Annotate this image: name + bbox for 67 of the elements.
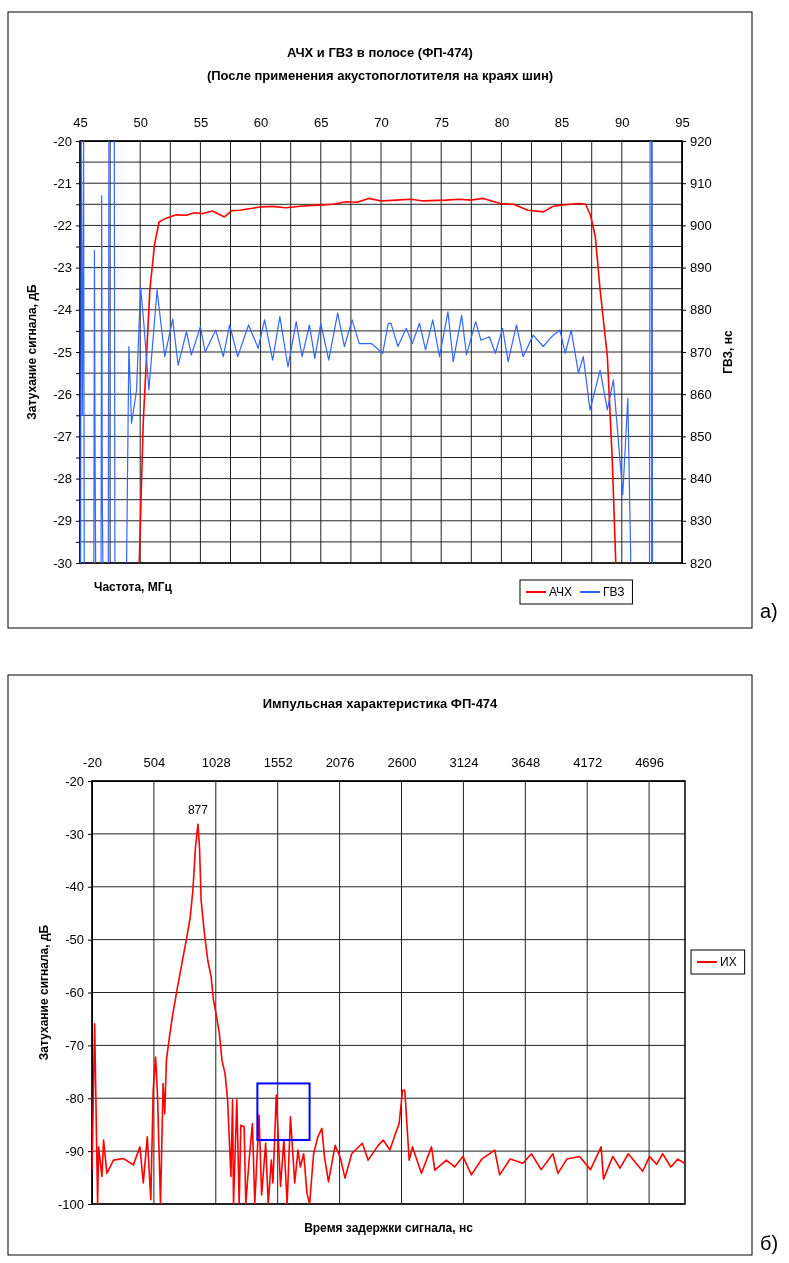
x-axis-title: Частота, МГц: [94, 580, 173, 594]
annotation: 877: [187, 803, 209, 818]
x-tick-label: 65: [314, 115, 329, 130]
x-tick-label: 95: [675, 115, 690, 130]
y2-tick-label: 920: [690, 133, 712, 149]
chart-title: АЧХ и ГВЗ в полосе (ФП-474): [287, 45, 473, 60]
y-tick-label: -28: [53, 471, 72, 487]
x-tick-label: 4172: [573, 755, 603, 770]
y-tick-label: -20: [65, 773, 84, 789]
chart-subtitle: (После применения акустопоглотителя на краях шин): [206, 68, 554, 83]
x-tick-label: 75: [434, 115, 449, 130]
x-tick-label: 2076: [325, 755, 355, 770]
y2-tick-label: 880: [690, 302, 712, 318]
y2-tick-label: 910: [690, 175, 712, 191]
y2-tick-label: 870: [690, 344, 712, 360]
y2-tick-label: 840: [690, 471, 712, 487]
x-tick-label: 2600: [387, 755, 417, 770]
y-tick-label: -29: [53, 513, 72, 529]
text: а): [760, 600, 778, 622]
y-tick-label: -50: [65, 932, 84, 948]
line-series: [138, 197, 617, 563]
y-tick-label: -23: [53, 260, 72, 276]
x-axis-title: Время задержки сигнала, нс: [304, 1221, 474, 1235]
y2-axis-title: ГВЗ, нс: [721, 329, 735, 374]
x-tick-label: 1028: [201, 755, 231, 770]
y-tick-label: -25: [53, 344, 72, 360]
y-tick-label: -90: [65, 1143, 84, 1159]
x-tick-label: 504: [143, 755, 166, 770]
x-tick-label: 60: [253, 115, 269, 130]
x-tick-label: 3124: [449, 755, 479, 770]
y-tick-label: -30: [65, 826, 84, 842]
y-tick-label: -80: [65, 1090, 84, 1106]
x-tick-label: 3648: [511, 755, 541, 770]
y2-tick-label: 900: [690, 218, 712, 234]
y2-tick-label: 860: [690, 386, 712, 402]
x-tick-label: 85: [554, 115, 570, 130]
x-tick-label: 80: [494, 115, 510, 130]
x-tick-label: 4696: [635, 755, 665, 770]
x-tick-label: 50: [133, 115, 148, 130]
y-axis-title: Затухание сигнала, дБ: [37, 924, 51, 1061]
y-tick-label: -26: [53, 386, 72, 402]
y2-tick-label: 830: [690, 513, 712, 529]
y2-tick-label: 890: [690, 260, 712, 276]
y-tick-label: -24: [53, 302, 72, 318]
chart-title: Импульсная характеристика ФП-474: [262, 696, 499, 711]
y-tick-label: -40: [65, 879, 84, 895]
x-tick-label: 1552: [263, 755, 293, 770]
legend-label: ГВЗ: [603, 585, 625, 599]
x-tick-label: -20: [83, 755, 102, 770]
y2-tick-label: 820: [690, 555, 712, 571]
legend-label: ИХ: [720, 955, 737, 969]
x-tick-label: 55: [193, 115, 209, 130]
y-tick-label: -20: [53, 133, 72, 149]
y-tick-label: -21: [53, 175, 72, 191]
y-tick-label: -100: [57, 1196, 84, 1212]
x-tick-label: 70: [374, 115, 389, 130]
x-tick-label: 90: [615, 115, 630, 130]
y-tick-label: -60: [65, 985, 84, 1001]
y2-tick-label: 850: [690, 429, 712, 445]
y-axis-title: Затухание сигнала, дБ: [25, 283, 39, 420]
y-tick-label: -22: [53, 218, 72, 234]
legend-label: АЧХ: [549, 585, 573, 599]
y-tick-label: -27: [53, 429, 72, 445]
y-tick-label: -70: [65, 1038, 84, 1054]
y-tick-label: -30: [53, 555, 72, 571]
x-tick-label: 45: [73, 115, 88, 130]
text: б): [760, 1232, 779, 1254]
